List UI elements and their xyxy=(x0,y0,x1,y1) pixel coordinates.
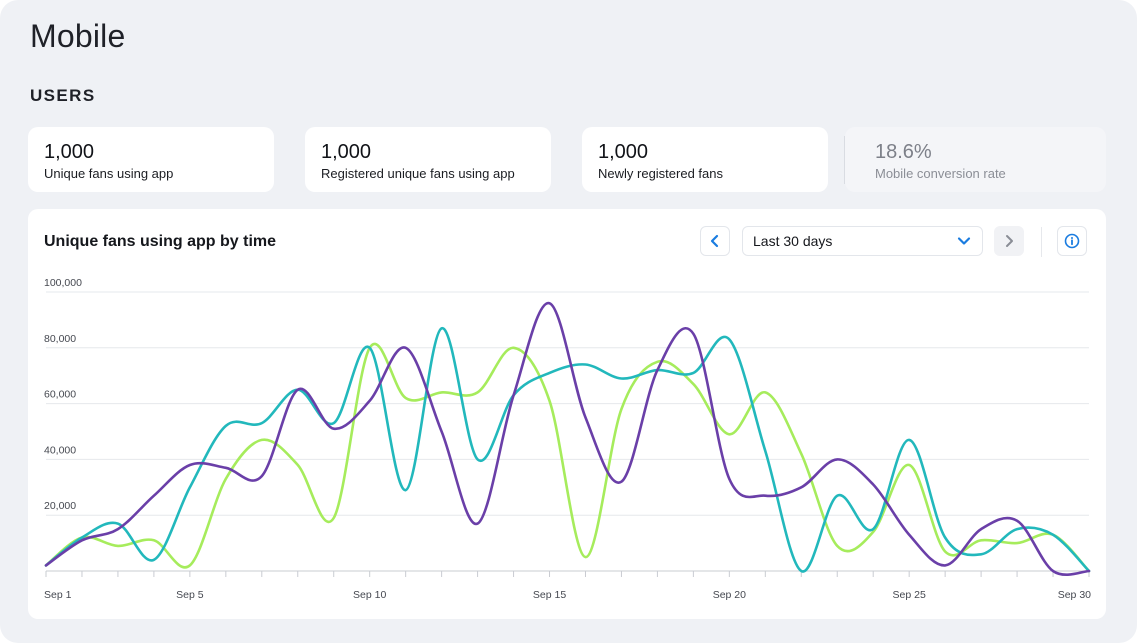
y-tick-label: 40,000 xyxy=(44,444,76,456)
section-title: USERS xyxy=(30,86,96,105)
info-icon xyxy=(1064,233,1080,249)
info-button[interactable] xyxy=(1057,226,1087,256)
next-period-button[interactable] xyxy=(994,226,1024,256)
x-tick-label: Sep 30 xyxy=(1058,589,1091,601)
x-tick-label: Sep 15 xyxy=(533,589,566,601)
x-tick-label: Sep 20 xyxy=(713,589,746,601)
x-tick-label: Sep 25 xyxy=(893,589,926,601)
stat-label: Registered unique fans using app xyxy=(321,166,515,181)
date-range-value: Last 30 days xyxy=(753,233,833,249)
stat-card-registered-unique-fans: 1,000 Registered unique fans using app xyxy=(305,127,551,192)
chart-title: Unique fans using app by time xyxy=(44,233,277,250)
toolbar-divider xyxy=(1041,227,1042,257)
y-tick-label: 20,000 xyxy=(44,500,76,512)
stat-value: 18.6% xyxy=(875,141,932,163)
x-tick-label: Sep 10 xyxy=(353,589,386,601)
series-line-series-c xyxy=(44,342,1091,573)
previous-period-button[interactable] xyxy=(700,226,730,256)
stat-value: 1,000 xyxy=(598,141,649,163)
y-tick-label: 100,000 xyxy=(44,277,82,289)
series-line-series-a xyxy=(44,301,1091,576)
page-title: Mobile xyxy=(30,18,126,54)
chart-card: Unique fans using app by time Last 30 da… xyxy=(28,209,1106,619)
line-chart: 20,000 40,000 60,000 80,000 100,000 Sep 1 Sep … xyxy=(44,277,1091,601)
stat-label: Mobile conversion rate xyxy=(875,166,1006,181)
series-line-series-b xyxy=(44,326,1091,573)
stats-divider xyxy=(844,136,845,184)
chevron-right-icon xyxy=(1006,235,1013,247)
stat-card-conversion-rate: 18.6% Mobile conversion rate xyxy=(845,127,1106,192)
chevron-down-icon xyxy=(957,237,971,245)
y-tick-label: 60,000 xyxy=(44,389,76,401)
stat-label: Newly registered fans xyxy=(598,166,723,181)
x-tick-label: Sep 1 xyxy=(44,589,72,601)
chevron-left-icon xyxy=(710,234,719,248)
stat-card-unique-fans: 1,000 Unique fans using app xyxy=(28,127,274,192)
stat-card-newly-registered-fans: 1,000 Newly registered fans xyxy=(582,127,828,192)
stat-value: 1,000 xyxy=(44,141,95,163)
y-tick-label: 80,000 xyxy=(44,333,76,345)
date-range-select[interactable]: Last 30 days xyxy=(742,226,983,256)
x-tick-label: Sep 5 xyxy=(176,589,204,601)
stat-value: 1,000 xyxy=(321,141,372,163)
stat-label: Unique fans using app xyxy=(44,166,174,181)
